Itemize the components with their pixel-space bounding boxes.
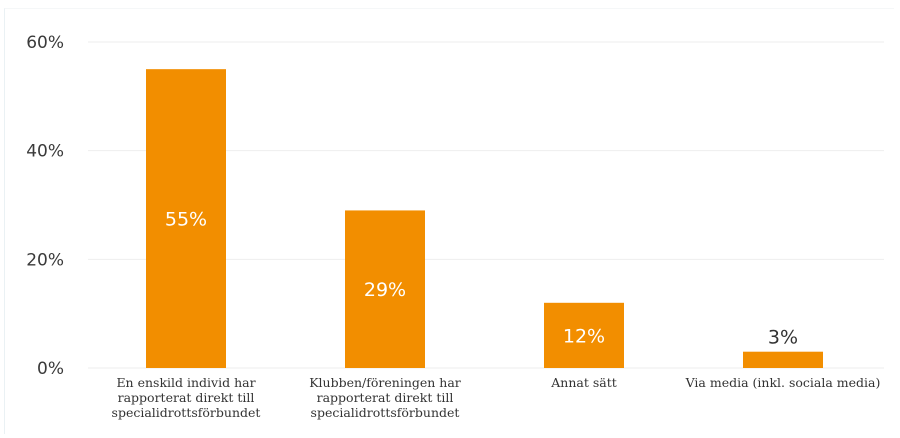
data-labels: 55% 29% 12% 3% bbox=[165, 209, 798, 349]
category-label-line: specialidrottsförbundet bbox=[112, 405, 261, 420]
category-label-line: Klubben/föreningen har bbox=[309, 375, 461, 390]
category-label: Annat sätt bbox=[550, 375, 617, 390]
y-axis-tick-labels: 0% 20% 40% 60% bbox=[26, 33, 64, 379]
category-label-line: rapporterat direkt till bbox=[118, 390, 255, 405]
category-label-line: rapporterat direkt till bbox=[317, 390, 454, 405]
y-tick-label: 20% bbox=[26, 250, 64, 270]
bar bbox=[743, 352, 823, 368]
y-tick-label: 0% bbox=[37, 359, 64, 379]
category-label: Via media (inkl. sociala media) bbox=[685, 375, 881, 390]
category-label-line: Annat sätt bbox=[550, 375, 617, 390]
category-label-line: Via media (inkl. sociala media) bbox=[685, 375, 881, 390]
y-tick-label: 60% bbox=[26, 33, 64, 53]
category-label: Klubben/föreningen har rapporterat direkt… bbox=[309, 375, 461, 420]
data-label: 3% bbox=[768, 327, 798, 349]
data-label: 55% bbox=[165, 209, 207, 231]
category-label-line: specialidrottsförbundet bbox=[311, 405, 460, 420]
y-tick-label: 40% bbox=[26, 142, 64, 162]
category-label-line: En enskild individ har bbox=[116, 375, 255, 390]
data-label: 12% bbox=[563, 325, 605, 347]
bars bbox=[146, 69, 823, 368]
category-label: En enskild individ har rapporterat direkt… bbox=[112, 375, 261, 420]
data-label: 29% bbox=[364, 279, 406, 301]
x-axis-category-labels: En enskild individ har rapporterat direkt… bbox=[112, 375, 881, 420]
